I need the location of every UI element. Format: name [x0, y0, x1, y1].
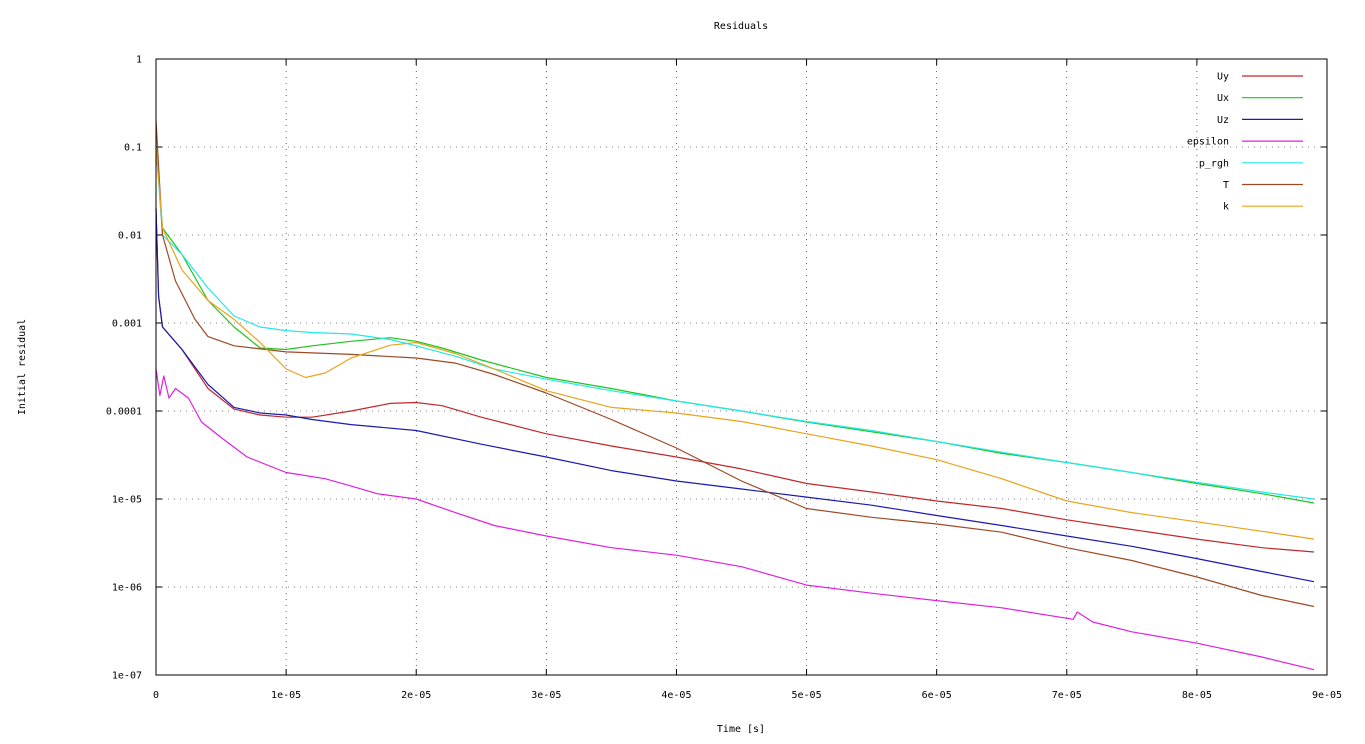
- grid-lines: [156, 59, 1327, 675]
- y-tick-label: 0.1: [124, 143, 142, 154]
- x-tick-label: 9e-05: [1312, 690, 1342, 701]
- y-tick-label: 1e-06: [112, 583, 142, 594]
- legend-label: k: [1223, 202, 1229, 213]
- series-line-uy: [155, 208, 1315, 553]
- series-line-t: [155, 120, 1315, 608]
- axis-ticks: 0 1e-05 2e-05 3e-05 4e-05 5e-05 6e-05 7e-05 8e-0…: [106, 55, 1342, 702]
- legend-label: Uz: [1217, 115, 1229, 126]
- series-line-epsilon: [155, 368, 1315, 671]
- x-tick-label: 4e-05: [661, 690, 691, 701]
- x-axis-label: Time [s]: [717, 724, 765, 735]
- y-axis-label: Initial residual: [17, 319, 28, 415]
- x-tick-label: 5e-05: [792, 690, 822, 701]
- legend-label: Uy: [1217, 72, 1229, 83]
- legend-label: epsilon: [1187, 137, 1229, 148]
- plot-frame: [155, 58, 1328, 676]
- series-lines: [155, 120, 1315, 671]
- legend: Uy Ux Uz epsilon p_rgh Tk: [1187, 72, 1303, 213]
- x-tick-label: 8e-05: [1182, 690, 1212, 701]
- y-tick-label: 0.001: [112, 319, 142, 330]
- x-tick-label: 3e-05: [531, 690, 561, 701]
- legend-label: T: [1223, 180, 1229, 191]
- x-tick-label: 7e-05: [1052, 690, 1082, 701]
- x-tick-label: 0: [153, 690, 159, 701]
- y-tick-label: 1e-05: [112, 495, 142, 506]
- y-tick-label: 0.01: [118, 231, 142, 242]
- legend-label: Ux: [1217, 93, 1229, 104]
- chart-title: Residuals: [714, 21, 768, 32]
- x-tick-label: 2e-05: [401, 690, 431, 701]
- series-line-p-rgh: [155, 146, 1315, 500]
- x-tick-label: 6e-05: [922, 690, 952, 701]
- series-line-uz: [155, 208, 1315, 583]
- y-tick-label: 1: [136, 55, 142, 66]
- x-tick-label: 1e-05: [271, 690, 301, 701]
- y-tick-label: 0.0001: [106, 407, 142, 418]
- y-tick-label: 1e-07: [112, 671, 142, 682]
- legend-label: p_rgh: [1199, 158, 1229, 169]
- series-line-k: [155, 146, 1315, 540]
- series-line-ux: [155, 146, 1315, 504]
